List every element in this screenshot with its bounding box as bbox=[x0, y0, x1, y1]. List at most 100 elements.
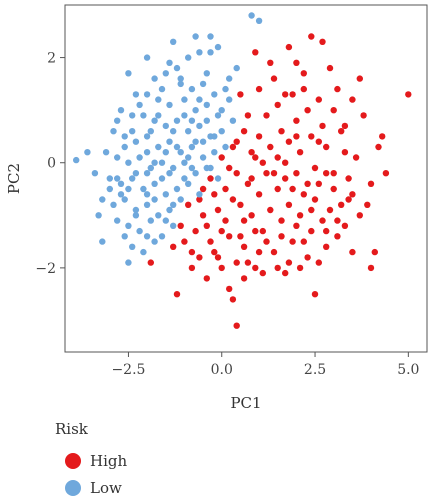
point-low-122 bbox=[155, 112, 162, 119]
legend-title: Risk bbox=[55, 420, 89, 438]
point-low-7 bbox=[226, 75, 233, 82]
point-low-73 bbox=[155, 212, 162, 219]
point-high-14 bbox=[263, 112, 270, 119]
point-low-76 bbox=[114, 217, 121, 224]
point-low-89 bbox=[214, 43, 222, 51]
point-high-2 bbox=[285, 43, 293, 51]
point-high-137 bbox=[323, 170, 330, 177]
point-high-89 bbox=[252, 264, 259, 272]
point-high-42 bbox=[207, 175, 214, 182]
point-low-57 bbox=[214, 175, 222, 182]
point-low-59 bbox=[106, 175, 114, 182]
point-high-34 bbox=[352, 154, 360, 161]
point-high-87 bbox=[233, 259, 240, 266]
point-high-94 bbox=[315, 259, 322, 266]
point-high-76 bbox=[338, 201, 345, 208]
point-low-82 bbox=[129, 243, 136, 250]
point-low-94 bbox=[158, 85, 166, 93]
point-low-50 bbox=[136, 154, 143, 161]
point-high-149 bbox=[218, 227, 225, 235]
point-high-92 bbox=[285, 259, 293, 266]
point-low-10 bbox=[162, 70, 169, 77]
point-high-144 bbox=[240, 217, 248, 224]
point-low-48 bbox=[114, 154, 121, 161]
point-low-67 bbox=[196, 191, 203, 198]
point-low-38 bbox=[132, 138, 140, 145]
point-low-13 bbox=[199, 80, 207, 88]
point-low-30 bbox=[173, 117, 181, 124]
point-high-77 bbox=[341, 222, 349, 229]
point-high-9 bbox=[405, 91, 412, 98]
point-high-85 bbox=[218, 264, 225, 272]
point-high-30 bbox=[338, 128, 345, 135]
point-low-86 bbox=[125, 259, 132, 266]
point-high-135 bbox=[285, 138, 293, 145]
x-tick-label: 0.0 bbox=[211, 362, 233, 378]
point-low-99 bbox=[170, 128, 177, 135]
point-high-0 bbox=[252, 49, 259, 56]
point-low-91 bbox=[170, 38, 177, 45]
point-high-113 bbox=[278, 233, 285, 240]
point-high-86 bbox=[226, 285, 233, 293]
point-low-29 bbox=[162, 122, 169, 130]
point-low-92 bbox=[192, 33, 199, 40]
point-low-118 bbox=[196, 96, 203, 103]
point-high-105 bbox=[207, 238, 214, 245]
point-high-132 bbox=[248, 175, 255, 182]
point-high-146 bbox=[293, 222, 300, 229]
point-low-28 bbox=[151, 117, 158, 124]
point-high-37 bbox=[375, 143, 382, 151]
point-low-88 bbox=[207, 33, 214, 40]
point-high-134 bbox=[270, 170, 278, 177]
point-low-95 bbox=[136, 101, 143, 109]
point-high-97 bbox=[229, 296, 237, 303]
point-high-55 bbox=[259, 227, 266, 235]
point-low-123 bbox=[188, 117, 196, 124]
point-high-127 bbox=[274, 154, 281, 161]
point-low-136 bbox=[95, 212, 102, 219]
point-high-80 bbox=[181, 238, 188, 245]
point-low-87 bbox=[151, 238, 158, 245]
point-low-71 bbox=[132, 206, 140, 214]
point-low-101 bbox=[211, 133, 218, 140]
point-low-26 bbox=[129, 112, 136, 119]
point-low-90 bbox=[143, 54, 151, 61]
point-high-25 bbox=[315, 96, 322, 103]
point-low-17 bbox=[143, 91, 151, 98]
point-low-130 bbox=[188, 164, 196, 172]
point-low-74 bbox=[166, 206, 173, 214]
point-high-140 bbox=[289, 185, 296, 193]
point-low-84 bbox=[73, 156, 80, 164]
point-high-95 bbox=[147, 259, 154, 266]
point-high-128 bbox=[293, 133, 300, 140]
point-low-77 bbox=[125, 222, 132, 229]
point-high-51 bbox=[244, 180, 252, 187]
point-high-84 bbox=[211, 248, 218, 256]
point-low-132 bbox=[125, 185, 132, 193]
point-high-100 bbox=[170, 243, 177, 250]
point-high-122 bbox=[267, 59, 274, 66]
point-low-6 bbox=[203, 70, 210, 77]
point-high-7 bbox=[334, 85, 341, 93]
point-low-109 bbox=[158, 175, 166, 182]
point-high-141 bbox=[308, 206, 315, 214]
point-high-52 bbox=[248, 212, 255, 219]
point-low-60 bbox=[117, 180, 125, 187]
point-high-68 bbox=[308, 227, 315, 235]
point-low-126 bbox=[199, 138, 207, 145]
point-low-27 bbox=[140, 112, 147, 119]
point-high-36 bbox=[367, 180, 375, 187]
point-low-21 bbox=[192, 107, 199, 114]
point-low-111 bbox=[117, 191, 125, 198]
point-low-121 bbox=[114, 117, 121, 124]
point-high-31 bbox=[341, 149, 349, 156]
point-high-10 bbox=[237, 91, 244, 98]
points-layer bbox=[73, 12, 412, 329]
point-low-52 bbox=[158, 159, 166, 166]
point-low-80 bbox=[158, 233, 166, 240]
point-high-50 bbox=[240, 243, 248, 250]
point-low-43 bbox=[188, 143, 196, 151]
point-high-126 bbox=[255, 133, 263, 140]
point-low-103 bbox=[143, 149, 151, 156]
point-low-46 bbox=[222, 143, 229, 151]
